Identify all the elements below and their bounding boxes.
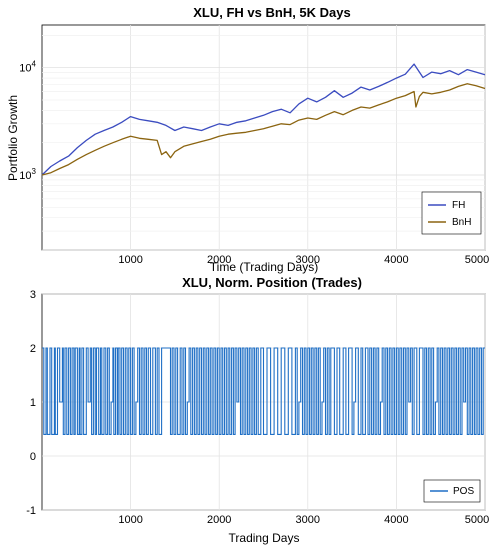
top-y-tick-label: 103 xyxy=(19,167,36,182)
bottom-y-tick-label: 3 xyxy=(30,289,36,301)
top-chart-title: XLU, FH vs BnH, 5K Days xyxy=(193,5,351,20)
bottom-x-tick-label: 2000 xyxy=(207,514,231,526)
bottom-x-axis-label: Trading Days xyxy=(229,531,300,545)
top-x-tick-label: 1000 xyxy=(118,254,142,266)
bottom-x-tick-label: 1000 xyxy=(118,514,142,526)
series-line-pos xyxy=(42,347,485,435)
bottom-x-tick-label: 4000 xyxy=(384,514,408,526)
bottom-chart-title: XLU, Norm. Position (Trades) xyxy=(182,275,362,290)
top-y-tick-label: 104 xyxy=(19,60,36,75)
top-series xyxy=(41,63,486,176)
top-legend-box xyxy=(421,191,482,235)
top-x-tick-label: 4000 xyxy=(384,254,408,266)
bottom-y-tick-label: -1 xyxy=(26,505,36,517)
bottom-y-tick-label: 0 xyxy=(30,451,36,463)
series-line-bnh xyxy=(41,83,486,176)
bottom-y-tick-label: 1 xyxy=(30,397,36,409)
top-x-axis-label: Time (Trading Days) xyxy=(210,260,318,274)
bottom-series xyxy=(42,347,485,435)
chart-top: XLU, FH vs BnH, 5K Days 1000 2000 3000 4000… xyxy=(6,5,489,274)
chart-bottom: XLU, Norm. Position (Trades) 1000 2000 300… xyxy=(26,275,489,545)
top-ticks: 1000 2000 3000 4000 5000 103 104 xyxy=(19,60,489,266)
series-line-fh xyxy=(41,63,486,176)
top-legend: FH BnH xyxy=(421,191,482,235)
bottom-x-tick-label: 5000 xyxy=(465,514,489,526)
bottom-ticks: 1000 2000 3000 4000 5000 -1 0 1 2 3 xyxy=(26,289,489,526)
legend-label-bnh: BnH xyxy=(452,217,471,228)
bottom-legend-box xyxy=(423,479,481,503)
bottom-legend: POS xyxy=(423,479,481,503)
legend-label-pos: POS xyxy=(453,486,474,497)
bottom-x-tick-label: 3000 xyxy=(296,514,320,526)
top-x-tick-label: 5000 xyxy=(465,254,489,266)
top-x-tick-label: 3000 xyxy=(296,254,320,266)
top-x-tick-label: 2000 xyxy=(207,254,231,266)
legend-label-fh: FH xyxy=(452,200,465,211)
top-y-axis-label: Portfolio Growth xyxy=(6,95,20,181)
bottom-y-tick-label: 2 xyxy=(30,343,36,355)
top-plot-area xyxy=(41,24,486,251)
